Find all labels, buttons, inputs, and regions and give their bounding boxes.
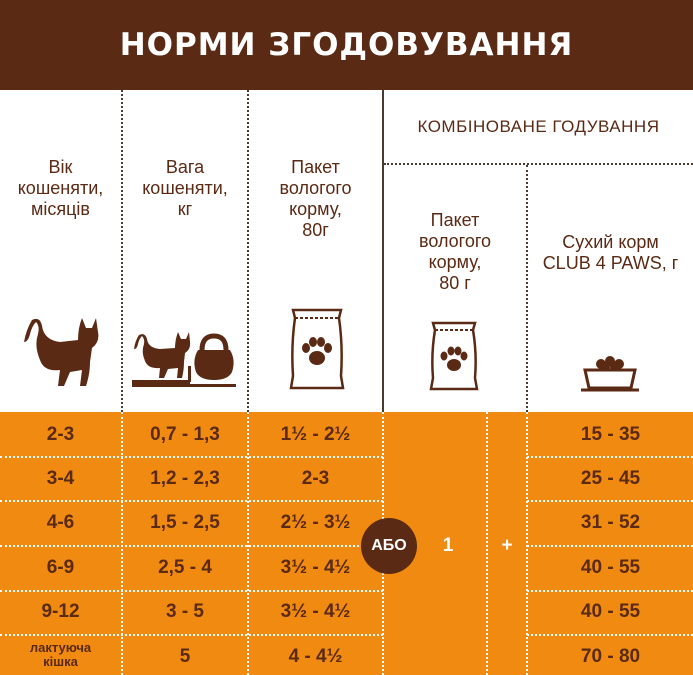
table-cell-dry: 40 - 55 [580,557,641,578]
table-cell-age: лактуюча кішка [29,640,92,669]
plus-sign: + [501,535,513,556]
header-combined-feeding: КОМБІНОВАНЕ ГОДУВАННЯ [417,117,660,136]
table-cell-age: 4-6 [46,512,75,533]
table-cell-dry: 40 - 55 [580,601,641,622]
table-cell-dry: 70 - 80 [580,646,641,667]
row-divider [527,500,693,502]
row-divider [527,456,693,458]
divider [121,90,123,412]
row-divider [0,590,383,592]
table-cell-wet: 4 - 4½ [288,646,343,667]
divider [247,90,249,412]
table-cell-age: 9-12 [41,601,80,622]
table-cell-weight: 0,7 - 1,3 [150,424,220,445]
table-cell-weight: 1,2 - 2,3 [150,468,220,489]
divider [526,412,528,675]
table-cell-weight: 1,5 - 2,5 [150,512,220,533]
food-bowl-icon [581,356,639,392]
table-cell-age: 2-3 [46,424,75,445]
table-cell-dry: 31 - 52 [580,512,641,533]
table-cell-wet: 3½ - 4½ [280,601,351,622]
row-divider [527,545,693,547]
table-cell-wet: 3½ - 4½ [280,557,351,578]
table-cell-dry: 15 - 35 [580,424,641,445]
table-cell-wet: 2-3 [301,468,330,489]
cat-on-scale-kettlebell-icon [132,332,236,387]
divider [247,412,249,675]
table-cell-wet: 1½ - 2½ [280,424,351,445]
or-badge: АБО [361,518,417,574]
page-title: НОРМИ ЗГОДОВУВАННЯ [0,0,693,90]
wet-food-pouch-paw-icon [429,321,479,391]
row-divider [0,634,383,636]
table-cell-wet: 2½ - 3½ [280,512,351,533]
row-divider [527,634,693,636]
combined-wet-count: 1 [442,535,454,556]
table-cell-age: 3-4 [46,468,75,489]
header-weight: Вага кошеняти, кг [142,157,228,219]
table-cell-weight: 2,5 - 4 [158,557,212,578]
divider [384,163,693,165]
divider [486,412,488,675]
wet-food-pouch-paw-icon [289,308,345,390]
table-cell-dry: 25 - 45 [580,468,641,489]
data-table [0,412,693,675]
header-combined-dry: Сухий корм CLUB 4 PAWS, г [542,232,679,273]
table-cell-age: 6-9 [46,557,75,578]
row-divider [0,500,383,502]
cat-icon [24,318,99,386]
header-wet-food: Пакет вологого корму, 80г [279,157,352,240]
divider [121,412,123,675]
row-divider [0,456,383,458]
row-divider [0,545,383,547]
divider [526,165,528,412]
header-age: Вік кошеняти, місяців [17,157,104,219]
divider [382,90,384,412]
table-cell-weight: 5 [179,646,191,667]
row-divider [527,590,693,592]
header-combined-wet: Пакет вологого корму, 80 г [418,210,492,293]
table-cell-weight: 3 - 5 [165,601,205,622]
